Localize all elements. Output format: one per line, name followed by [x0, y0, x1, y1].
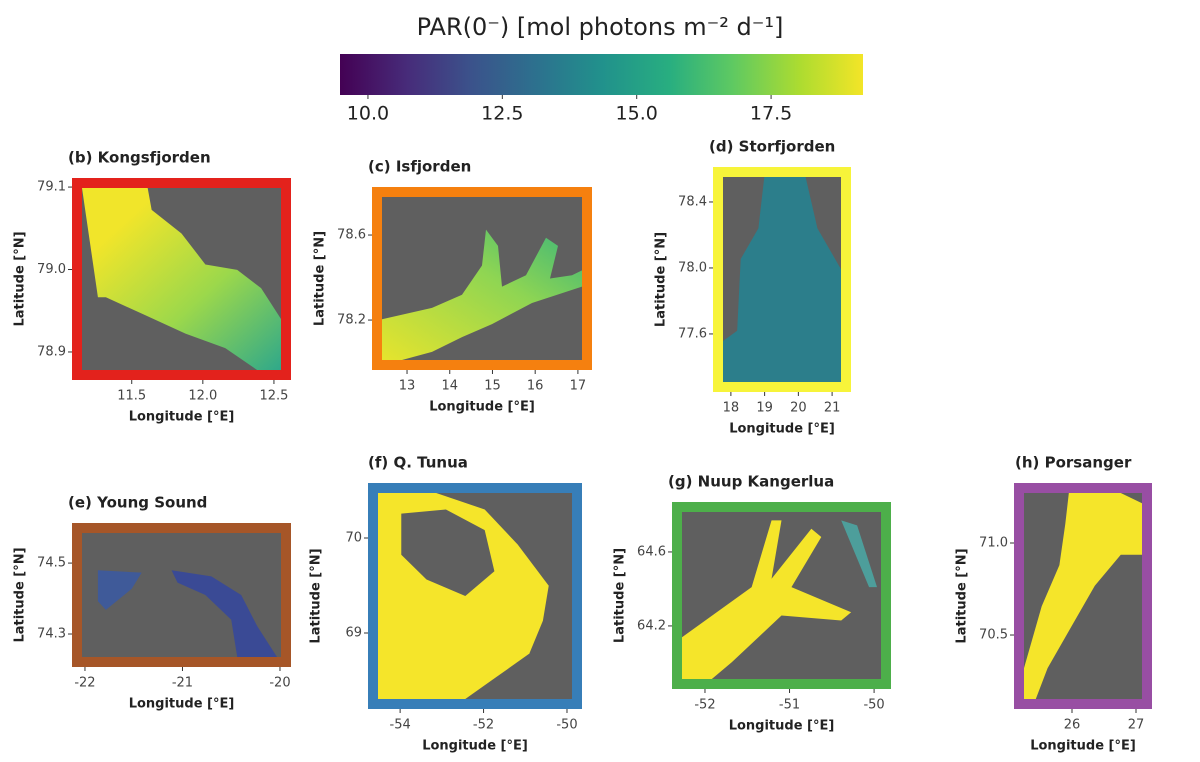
y-tick-label: 78.6: [337, 228, 366, 243]
map-panel: (g) Nuup Kangerlua -52 -51 -50 64.6 64.2 Longi…: [613, 473, 891, 734]
water: [841, 520, 878, 588]
x-tick-label: 21: [824, 401, 841, 416]
panel-title: (f) Q. Tunua: [368, 454, 468, 472]
map-panel: (h) Porsanger 26 27 71.0 70.5 Longitude [°E] L…: [955, 454, 1152, 754]
x-tick-label: 12.5: [259, 389, 288, 404]
x-tick-label: 11.5: [117, 389, 146, 404]
x-tick-label: 17: [570, 379, 587, 394]
x-axis-label: Longitude [°E]: [729, 422, 835, 437]
x-tick-label: -20: [269, 676, 290, 691]
colorbar-tick-label: 12.5: [481, 103, 523, 125]
x-tick-label: 26: [1064, 718, 1081, 733]
x-tick-label: 19: [756, 401, 773, 416]
x-tick-label: 20: [790, 401, 807, 416]
colorbar-tick-label: 15.0: [616, 103, 658, 125]
x-tick-label: -52: [473, 718, 494, 733]
colorbar-tick-label: 10.0: [347, 103, 389, 125]
x-axis-label: Longitude [°E]: [129, 410, 235, 425]
y-axis-label: Latitude [°N]: [613, 548, 628, 643]
panel-title: (g) Nuup Kangerlua: [668, 473, 834, 491]
y-tick-label: 79.1: [37, 180, 66, 195]
x-tick-label: 12.0: [188, 389, 217, 404]
water: [1024, 493, 1142, 699]
y-tick-label: 71.0: [979, 535, 1008, 550]
map-panel: (e) Young Sound -22 -21 -20 74.5 74.3 Longitud…: [13, 494, 291, 712]
x-tick-label: 27: [1128, 718, 1145, 733]
y-tick-label: 74.3: [37, 627, 66, 642]
x-axis-label: Longitude [°E]: [429, 400, 535, 415]
y-axis-label: Latitude [°N]: [13, 547, 28, 642]
x-tick-label: 15: [484, 379, 501, 394]
x-tick-label: 14: [441, 379, 458, 394]
y-tick-label: 78.2: [337, 313, 366, 328]
x-axis-label: Longitude [°E]: [422, 739, 528, 754]
water: [171, 570, 278, 657]
y-axis-label: Latitude [°N]: [309, 548, 324, 643]
y-tick-label: 70.5: [979, 628, 1008, 643]
panel-title: (c) Isfjorden: [368, 158, 471, 176]
x-tick-label: -51: [779, 698, 800, 713]
y-tick-label: 74.5: [37, 556, 66, 571]
colorbar-title: PAR(0⁻) [mol photons m⁻² d⁻¹]: [417, 13, 784, 41]
y-tick-label: 64.2: [637, 618, 666, 633]
colorbar-tick-label: 17.5: [750, 103, 792, 125]
map-panel: (c) Isfjorden 13 14 15 16 17 78.6 78.2 Longitude…: [313, 158, 592, 415]
x-axis-label: Longitude [°E]: [729, 719, 835, 734]
panel-title: (b) Kongsfjorden: [68, 149, 211, 167]
y-axis-label: Latitude [°N]: [654, 232, 669, 327]
x-tick-label: -22: [74, 676, 95, 691]
x-tick-label: -54: [390, 718, 411, 733]
y-tick-label: 70: [345, 531, 362, 546]
x-tick-label: -52: [694, 698, 715, 713]
panel-title: (d) Storfjorden: [709, 138, 835, 156]
y-tick-label: 69: [345, 626, 362, 641]
water: [723, 177, 841, 382]
x-tick-label: -21: [172, 676, 193, 691]
map-panel: (d) Storfjorden 18 19 20 21 78.4 78.0 77.6 Longi…: [654, 138, 851, 437]
y-axis-label: Latitude [°N]: [955, 548, 970, 643]
y-tick-label: 79.0: [37, 262, 66, 277]
water: [401, 509, 495, 596]
map-panel: (f) Q. Tunua -54 -52 -50 70 69 Longitude [°E] L…: [309, 454, 582, 754]
x-tick-label: -50: [556, 718, 577, 733]
x-axis-label: Longitude [°E]: [129, 697, 235, 712]
water: [82, 188, 281, 370]
colorbar-ticks: 10.0 12.5 15.0 17.5: [347, 95, 792, 125]
colorbar: [340, 54, 863, 95]
y-tick-label: 78.4: [678, 194, 707, 209]
map-panel: (b) Kongsfjorden 11.5 12.0 12.5 79.1 79.0 78.9…: [13, 149, 291, 425]
y-tick-label: 77.6: [678, 326, 707, 341]
y-tick-label: 78.0: [678, 260, 707, 275]
y-axis-label: Latitude [°N]: [13, 231, 28, 326]
panel-title: (h) Porsanger: [1015, 454, 1132, 472]
x-axis-label: Longitude [°E]: [1030, 739, 1136, 754]
water: [682, 520, 852, 679]
y-tick-label: 78.9: [37, 344, 66, 359]
water: [382, 229, 582, 360]
water: [97, 570, 142, 610]
panel-title: (e) Young Sound: [68, 494, 207, 512]
x-tick-label: -50: [863, 698, 884, 713]
y-axis-label: Latitude [°N]: [313, 231, 328, 326]
x-tick-label: 18: [723, 401, 740, 416]
panels: (b) Kongsfjorden 11.5 12.0 12.5 79.1 79.0 78.9…: [13, 138, 1152, 754]
y-tick-label: 64.6: [637, 544, 666, 559]
x-tick-label: 13: [399, 379, 416, 394]
x-tick-label: 16: [527, 379, 544, 394]
